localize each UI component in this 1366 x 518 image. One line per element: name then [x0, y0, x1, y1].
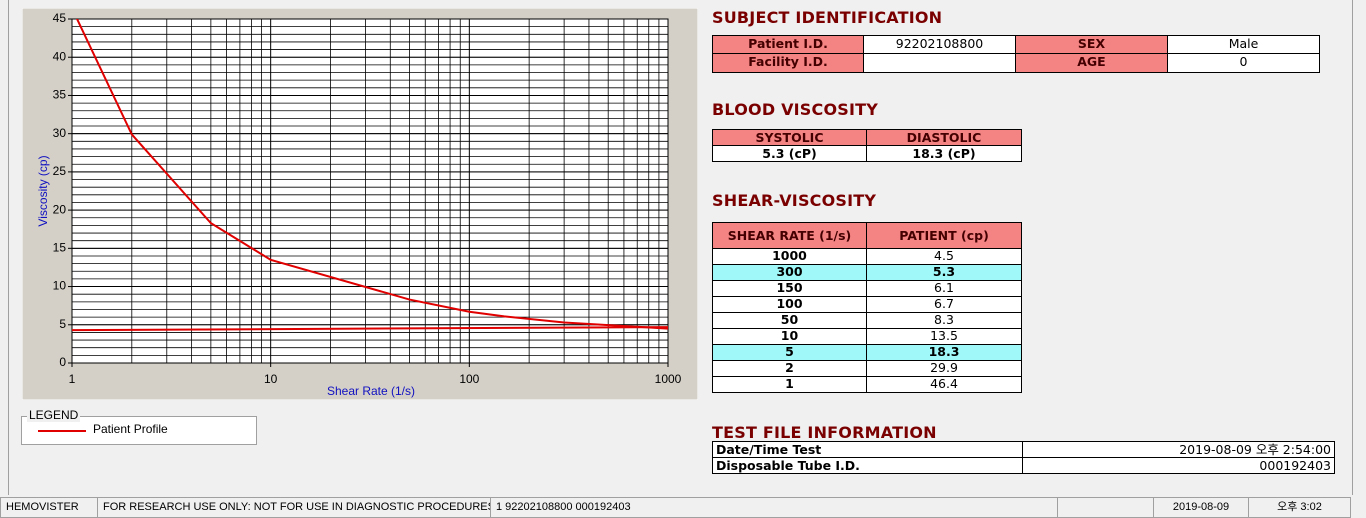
cell: 13.5	[866, 328, 1022, 345]
cell: 2	[712, 360, 867, 377]
cell: 4.5	[866, 248, 1022, 265]
cell: 18.3 (cP)	[866, 145, 1022, 162]
cell: Patient I.D.	[712, 35, 864, 54]
cell: 50	[712, 312, 867, 329]
cell: 8.3	[866, 312, 1022, 329]
y-tick-label: 10	[53, 279, 67, 293]
y-tick-label: 30	[53, 126, 67, 140]
cell: 100	[712, 296, 867, 313]
y-tick-label: 25	[53, 164, 67, 178]
cell	[863, 53, 1016, 73]
cell: 5	[712, 344, 867, 361]
cell: 29.9	[866, 360, 1022, 377]
cell: 18.3	[866, 344, 1022, 361]
cell: 5.3 (cP)	[712, 145, 867, 162]
status-panel: HEMOVISTER	[0, 497, 98, 518]
cell: 6.7	[866, 296, 1022, 313]
cell: 1000	[712, 248, 867, 265]
series-line	[72, 326, 668, 332]
status-panel: 2019-08-09	[1153, 497, 1249, 518]
section-title: SHEAR-VISCOSITY	[712, 191, 877, 210]
cell: Date/Time Test	[712, 441, 1023, 458]
cell: 2019-08-09 오후 2:54:00	[1022, 441, 1335, 458]
cell: AGE	[1015, 53, 1168, 73]
window-frame	[8, 0, 1353, 495]
series-line	[75, 19, 668, 330]
status-panel	[1057, 497, 1154, 518]
status-panel: 오후 3:02	[1248, 497, 1351, 518]
chart: Shear Rate (1/s) Viscosity (cp) 0 5 10 15 20…	[22, 8, 698, 400]
y-tick-label: 40	[53, 49, 67, 63]
cell: 46.4	[866, 376, 1022, 393]
x-axis-label: Shear Rate (1/s)	[327, 384, 415, 398]
y-tick-label: 20	[53, 202, 67, 216]
plot-border	[71, 18, 669, 364]
cell: 92202108800	[863, 35, 1016, 54]
cell: 150	[712, 280, 867, 297]
y-tick-label: 45	[53, 11, 67, 25]
x-tick-label: 10	[264, 372, 278, 386]
section-title: BLOOD VISCOSITY	[712, 100, 879, 119]
status-panel: FOR RESEARCH USE ONLY: NOT FOR USE IN DI…	[97, 497, 491, 518]
cell: Male	[1167, 35, 1320, 54]
cell: Disposable Tube I.D.	[712, 457, 1023, 474]
cell: 5.3	[866, 264, 1022, 281]
cell: SEX	[1015, 35, 1168, 54]
plot-area	[72, 19, 668, 363]
cell: Facility I.D.	[712, 53, 864, 73]
legend: Patient Profile	[38, 422, 168, 436]
x-tick-label: 100	[459, 372, 479, 386]
legend-box: Patient Profile	[21, 416, 257, 445]
y-tick-label: 5	[59, 317, 66, 331]
cell: 300	[712, 264, 867, 281]
section-title: TEST FILE INFORMATION	[712, 423, 937, 442]
section-title: SUBJECT IDENTIFICATION	[712, 8, 943, 27]
cell: PATIENT (cp)	[866, 222, 1022, 249]
cell: DIASTOLIC	[866, 129, 1022, 146]
legend-label: Patient Profile	[93, 422, 168, 436]
cell: SYSTOLIC	[712, 129, 867, 146]
y-axis-label: Viscosity (cp)	[36, 155, 50, 226]
y-tick-label: 35	[53, 88, 67, 102]
cell: 0	[1167, 53, 1320, 73]
status-panel: 1 92202108800 000192403	[490, 497, 1058, 518]
cell: SHEAR RATE (1/s)	[712, 222, 867, 249]
legend-title: LEGEND	[27, 408, 81, 422]
x-tick-label: 1000	[655, 372, 682, 386]
cell: 6.1	[866, 280, 1022, 297]
cell: 10	[712, 328, 867, 345]
cell: 000192403	[1022, 457, 1335, 474]
cell: 1	[712, 376, 867, 393]
x-tick-label: 1	[69, 372, 76, 386]
y-tick-label: 0	[59, 355, 66, 369]
y-tick-label: 15	[53, 241, 67, 255]
